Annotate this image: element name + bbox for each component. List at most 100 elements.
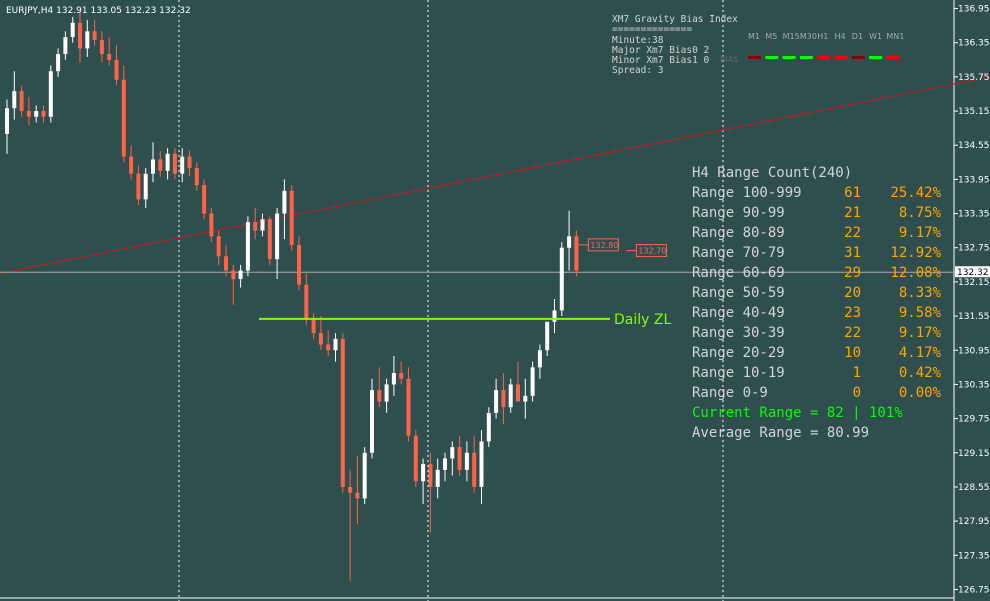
candle-body <box>326 344 331 351</box>
candle-body <box>362 452 367 499</box>
candle-body <box>297 244 301 285</box>
candle-body <box>304 284 309 319</box>
candle-body <box>224 256 228 271</box>
timeframe-bias-bar <box>817 56 831 59</box>
range-row-count: 22 <box>844 225 861 241</box>
candle-body <box>537 350 542 368</box>
timeframe-label: M30 <box>800 32 817 41</box>
range-count-panel: H4 Range Count(240) Range 100-999 61 25.42… <box>692 165 942 441</box>
price-tick-label: 135.75 <box>958 73 990 83</box>
timeframe-label: M1 <box>748 32 760 41</box>
bias-title: XM7 Gravity Bias Index <box>612 14 738 25</box>
candle-body <box>479 441 484 487</box>
price-tick-label: 126.75 <box>958 585 990 595</box>
candle-body <box>406 378 411 436</box>
current-price-tag: 132.32 <box>955 266 990 278</box>
candle-body <box>180 156 185 174</box>
candle-body <box>107 54 112 60</box>
range-row-count: 29 <box>844 265 861 281</box>
candle-body <box>428 464 433 487</box>
candle-body <box>275 213 280 260</box>
candle-body <box>508 384 513 408</box>
range-row-pct: 0.00% <box>899 385 942 401</box>
timeframe-bias-bar <box>886 56 900 59</box>
bias-tag: BIAS <box>720 55 738 64</box>
candle-body <box>486 412 491 442</box>
price-tick-label: 136.95 <box>958 5 990 15</box>
candle-body <box>464 452 469 470</box>
candle-body <box>472 452 477 487</box>
candle-body <box>209 213 214 237</box>
candle-body <box>114 59 119 80</box>
timeframe-bias-bar <box>869 56 883 59</box>
range-row-pct: 25.42% <box>890 185 941 201</box>
range-row-pct: 12.08% <box>890 265 941 281</box>
range-row-count: 21 <box>844 205 861 221</box>
trend-line[interactable] <box>0 76 990 274</box>
candle-body <box>187 156 192 169</box>
timeframe-label: H4 <box>835 32 846 41</box>
candle-body <box>443 458 447 470</box>
candle-body <box>348 486 353 493</box>
price-tick-label: 127.95 <box>958 517 990 527</box>
candle-body <box>282 190 287 214</box>
candle-body <box>516 384 520 402</box>
price-tag-label: 132.70 <box>638 247 666 256</box>
price-tick-label: 134.55 <box>958 141 990 151</box>
price-tick-label: 133.35 <box>958 210 990 220</box>
range-row-label: Range 70-79 <box>692 245 785 261</box>
timeframe-bias-bar <box>799 56 813 59</box>
candle-body <box>450 447 455 459</box>
average-range: Average Range = 80.99 <box>692 425 869 441</box>
current-range: Current Range = 82 | 101% <box>692 405 903 421</box>
candle-body <box>34 111 39 117</box>
candle-body <box>340 338 345 487</box>
candle-body <box>245 222 250 271</box>
timeframe-bias-bar <box>765 56 779 59</box>
range-row-pct: 8.75% <box>899 205 942 221</box>
candle-body <box>121 79 126 157</box>
price-tick-label: 131.55 <box>958 312 990 322</box>
candle-body <box>129 156 134 174</box>
range-panel-title: H4 Range Count(240) <box>692 165 852 181</box>
range-row-label: Range 100-999 <box>692 185 802 201</box>
candle-body <box>574 236 579 271</box>
current-price-bg <box>955 266 990 278</box>
candle-body <box>391 373 396 385</box>
timeframe-bias-strip: M1 M5 M15 M30 H1 H4 D1 W1 MN1 <box>748 32 904 59</box>
candle-body <box>26 111 31 117</box>
timeframe-label: H1 <box>817 32 828 41</box>
price-tick-label: 130.95 <box>958 346 990 356</box>
current-price-label: 132.32 <box>957 268 989 278</box>
candle-body <box>99 39 104 55</box>
candle-body <box>494 390 499 413</box>
range-row-label: Range 0-9 <box>692 385 768 401</box>
candle-body <box>523 395 528 402</box>
candle-body <box>48 71 53 117</box>
price-tag-box <box>635 244 667 258</box>
price-tick-label: 129.15 <box>958 449 990 459</box>
candlestick-series <box>5 11 579 581</box>
candle-body <box>421 464 426 482</box>
candle-body <box>559 247 564 311</box>
timeframe-bias-bar <box>851 56 865 59</box>
bias-spread: Spread: 3 <box>612 65 663 76</box>
candle-body <box>19 91 24 112</box>
candle-body <box>267 219 272 260</box>
timeframe-label: W1 <box>869 32 882 41</box>
timeframe-label: MN1 <box>886 32 904 41</box>
range-row-count: 0 <box>853 385 861 401</box>
candle-body <box>78 22 82 49</box>
candle-body <box>41 111 46 117</box>
timeframe-label: D1 <box>852 32 863 41</box>
candle-body <box>56 54 61 72</box>
bias-minor: Minor Xm7 Bias1 0 <box>612 55 710 66</box>
range-row-label: Range 20-29 <box>692 345 785 361</box>
price-tick-label: 136.35 <box>958 39 990 49</box>
price-tick-label: 130.35 <box>958 380 990 390</box>
candle-body <box>238 270 243 280</box>
candle-body <box>253 222 258 231</box>
candle-body <box>377 390 382 402</box>
